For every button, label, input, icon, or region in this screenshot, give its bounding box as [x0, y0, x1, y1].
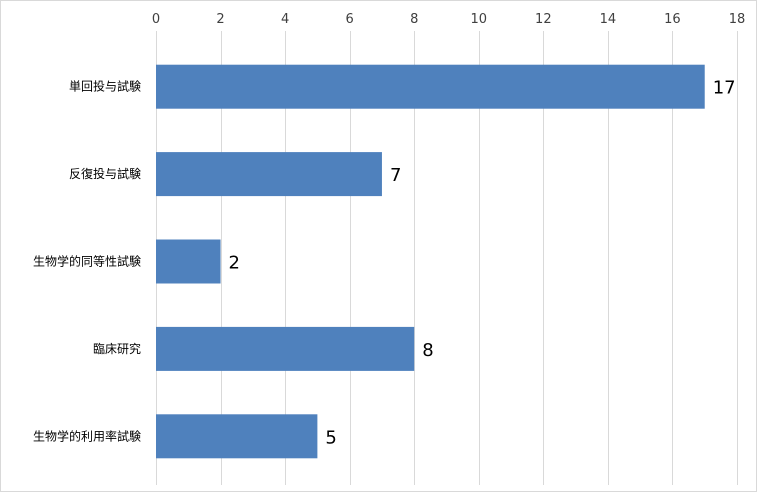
x-tick-label: 0: [152, 12, 160, 27]
bar: [156, 152, 382, 197]
x-tick-label: 18: [729, 12, 746, 27]
category-label: 生物学的同等性試験: [33, 254, 141, 269]
data-label: 5: [325, 427, 336, 448]
category-label: 反復投与試験: [69, 166, 141, 181]
data-label: 8: [422, 340, 433, 361]
bar: [156, 64, 705, 109]
category-label: 臨床研究: [93, 341, 141, 356]
data-label: 17: [713, 78, 736, 99]
x-tick-label: 6: [346, 12, 354, 27]
data-label: 2: [229, 253, 240, 274]
x-tick-label: 16: [664, 12, 681, 27]
x-tick-label: 8: [410, 12, 418, 27]
x-axis-ticks: 0 2 4 6 8 10 12 14 16 18: [152, 12, 745, 27]
category-label: 単回投与試験: [69, 79, 141, 94]
category-label: 生物学的利用率試験: [33, 428, 141, 443]
bars: [156, 64, 705, 459]
data-label: 7: [390, 165, 401, 186]
bar: [156, 326, 415, 371]
x-tick-label: 4: [281, 12, 289, 27]
bar: [156, 239, 221, 284]
x-tick-label: 14: [600, 12, 617, 27]
x-tick-label: 12: [535, 12, 552, 27]
x-tick-label: 2: [216, 12, 224, 27]
data-labels: 17 7 2 8 5: [229, 78, 736, 449]
bar: [156, 414, 318, 459]
x-tick-label: 10: [471, 12, 488, 27]
